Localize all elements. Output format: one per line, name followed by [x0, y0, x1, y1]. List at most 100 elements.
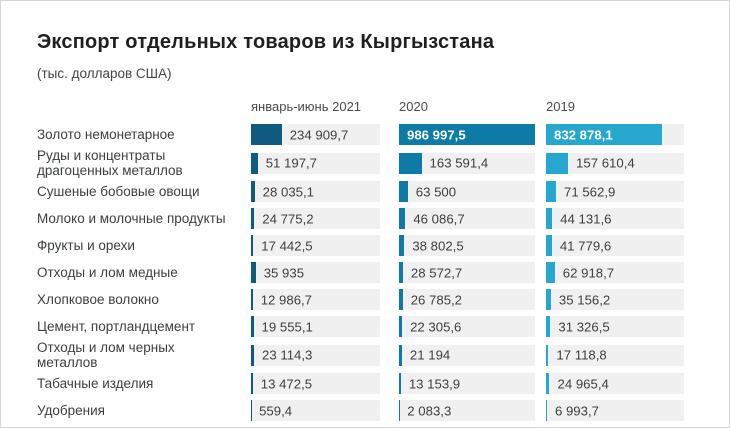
column-headers: январь-июнь 2021 2020 2019	[37, 99, 729, 114]
bar-track-2019: 6 993,7	[546, 400, 684, 421]
row-label: Руды и концентраты драгоценных металлов	[37, 148, 183, 178]
bar-track-2021: 51 197,7	[251, 152, 380, 174]
bar-track-2021: 12 986,7	[251, 289, 380, 310]
bar-track-2019: 62 918,7	[546, 262, 684, 283]
bar-track-2020: 13 153,9	[399, 373, 535, 394]
bar-value-2019: 6 993,7	[554, 403, 599, 418]
bar-2021	[251, 124, 282, 145]
bar-value-2019: 62 918,7	[562, 265, 615, 280]
bar-value-2021: 13 472,5	[260, 376, 313, 391]
bar-track-2020: 2 083,3	[399, 400, 535, 421]
bar-track-2020: 986 997,5	[399, 124, 535, 145]
chart-row: Сушеные бобовые овощи 28 035,1 63 500 71…	[37, 178, 729, 205]
bar-2021	[251, 316, 254, 337]
chart-row: Отходы и лом черных металлов 23 114,3 21…	[37, 340, 729, 370]
bar-2021	[251, 373, 253, 394]
chart-row: Хлопковое волокно 12 986,7 26 785,2 35 1…	[37, 286, 729, 313]
bar-2020	[399, 316, 403, 337]
bar-2019	[546, 289, 551, 310]
bar-track-2020: 28 572,7	[399, 262, 535, 283]
bar-track-2019: 31 326,5	[546, 316, 684, 337]
bar-2021	[251, 289, 253, 310]
bar-value-2019: 41 779,6	[559, 238, 612, 253]
bar-value-2021: 17 442,5	[261, 238, 313, 253]
bar-value-2020: 46 086,7	[413, 211, 465, 226]
bar-value-2019: 24 965,4	[557, 376, 609, 391]
bar-2020	[399, 124, 535, 145]
chart-row: Цемент, портландцемент 19 555,1 22 305,6…	[37, 313, 729, 340]
bar-2019	[546, 208, 553, 229]
bar-value-2021: 559,4	[259, 403, 293, 418]
bar-track-2021: 234 909,7	[251, 124, 380, 145]
bar-2021	[251, 152, 258, 174]
chart-row: Табачные изделия 13 472,5 13 153,9 24 96…	[37, 370, 729, 397]
bar-track-2020: 22 305,6	[399, 316, 535, 337]
bar-track-2021: 19 555,1	[251, 316, 380, 337]
chart-title: Экспорт отдельных товаров из Кыргызстана	[37, 31, 495, 53]
bar-value-2019: 17 118,8	[556, 347, 607, 363]
bar-2019	[546, 373, 550, 394]
bar-2021	[251, 235, 254, 256]
bar-value-2020: 38 802,5	[412, 238, 464, 253]
bar-value-2019: 71 562,9	[564, 184, 616, 199]
bar-track-2021: 24 775,2	[251, 208, 380, 229]
chart-row: Удобрения 559,4 2 083,3 6 993,7	[37, 397, 729, 424]
bar-track-2020: 26 785,2	[399, 289, 535, 310]
row-label: Сушеные бобовые овощи	[37, 184, 200, 199]
bar-2019	[546, 124, 663, 145]
column-header-2021: январь-июнь 2021	[251, 99, 362, 114]
bar-2019	[546, 152, 569, 174]
bar-value-2021: 51 197,7	[265, 155, 318, 171]
row-label: Цемент, портландцемент	[37, 319, 196, 334]
bar-value-2021: 35 935	[263, 265, 305, 280]
bar-2021	[251, 208, 255, 229]
bar-2020	[399, 235, 405, 256]
bar-value-2021: 24 775,2	[262, 211, 314, 226]
row-label: Молоко и молочные продукты	[37, 211, 226, 226]
bar-value-2020: 2 083,3	[407, 403, 452, 418]
bar-2020	[399, 181, 408, 202]
row-label: Табачные изделия	[37, 376, 154, 391]
bar-2020	[399, 344, 402, 366]
bar-track-2020: 163 591,4	[399, 152, 535, 174]
bar-value-2019: 31 326,5	[558, 319, 610, 334]
bar-2019	[546, 262, 555, 283]
chart-row: Руды и концентраты драгоценных металлов …	[37, 148, 729, 178]
bar-track-2019: 41 779,6	[546, 235, 684, 256]
chart-row: Фрукты и орехи 17 442,5 38 802,5 41 779,…	[37, 232, 729, 259]
bar-value-2020: 986 997,5	[407, 127, 466, 142]
bar-track-2020: 46 086,7	[399, 208, 535, 229]
bar-2020	[399, 262, 403, 283]
bar-value-2019: 157 610,4	[576, 155, 635, 171]
bar-2019	[546, 235, 552, 256]
bar-track-2019: 35 156,2	[546, 289, 684, 310]
bar-value-2020: 21 194	[409, 347, 451, 363]
bar-track-2021: 559,4	[251, 400, 380, 421]
bar-value-2020: 163 591,4	[429, 155, 489, 171]
bar-2019	[546, 400, 547, 421]
bar-track-2021: 28 035,1	[251, 181, 380, 202]
bar-value-2020: 22 305,6	[410, 319, 462, 334]
bar-track-2020: 21 194	[399, 344, 535, 366]
column-header-2019: 2019	[546, 99, 575, 114]
bar-value-2019: 35 156,2	[558, 292, 611, 307]
bar-2019	[546, 316, 551, 337]
bar-track-2019: 17 118,8	[546, 344, 684, 366]
bar-value-2021: 23 114,3	[262, 347, 313, 363]
label-column-spacer	[37, 99, 251, 114]
bar-value-2021: 19 555,1	[261, 319, 313, 334]
bar-track-2020: 38 802,5	[399, 235, 535, 256]
bar-2021	[251, 262, 256, 283]
bar-value-2021: 28 035,1	[262, 184, 314, 199]
bar-track-2019: 44 131,6	[546, 208, 684, 229]
chart-subtitle: (тыс. долларов США)	[37, 66, 172, 81]
chart-row: Золото немонетарное 234 909,7 986 997,5 …	[37, 121, 729, 148]
bar-track-2019: 157 610,4	[546, 152, 684, 174]
row-label: Фрукты и орехи	[37, 238, 135, 253]
bar-2020	[399, 289, 403, 310]
row-label: Удобрения	[37, 403, 105, 418]
bar-value-2019: 44 131,6	[560, 211, 612, 226]
row-label: Отходы и лом медные	[37, 265, 178, 280]
bar-track-2021: 23 114,3	[251, 344, 380, 366]
